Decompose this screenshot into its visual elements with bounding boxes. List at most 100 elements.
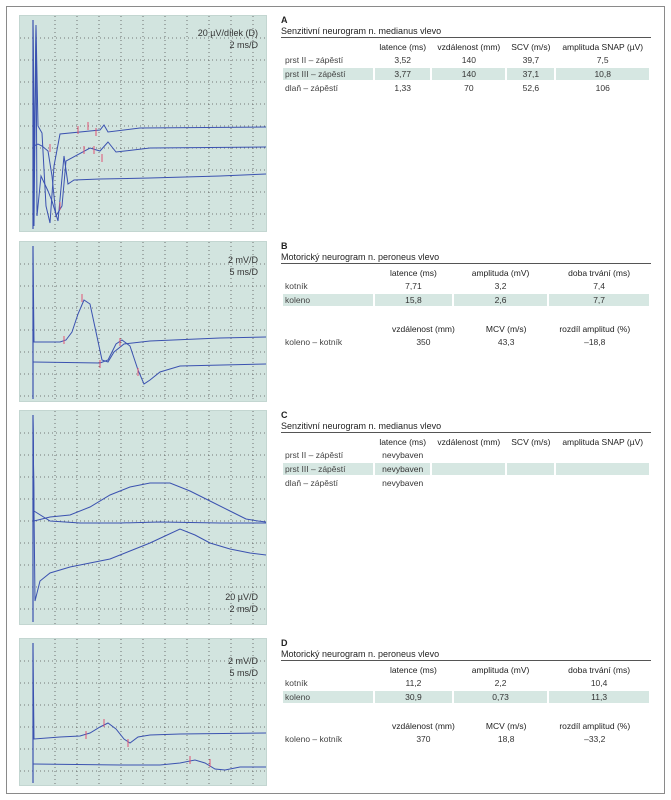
- table-cell: 11,2: [405, 678, 422, 688]
- section-title: Motorický neurogram n. peroneus vlevo: [281, 252, 651, 264]
- table-cell: 7,5: [596, 55, 609, 65]
- table-cell: 37,1: [507, 68, 555, 80]
- markers: [85, 719, 211, 767]
- grid: [20, 242, 266, 401]
- header-row: vzdálenost (mm) MCV (m/s) rozdíl amplitu…: [283, 721, 649, 731]
- table-cell: 10,8: [556, 68, 649, 80]
- header-row: latence (ms) vzdálenost (mm) SCV (m/s) a…: [283, 437, 649, 447]
- section-letter: D: [281, 638, 288, 648]
- table-row: prst II – zápěstí 3,52 140 39,7 7,5: [283, 54, 649, 66]
- header-cell: vzdálenost (mm): [437, 42, 501, 52]
- trace-plot-d: [20, 639, 266, 785]
- table-cell: 43,3: [497, 337, 515, 347]
- scale-label: 2 mV/D 5 ms/D: [228, 254, 258, 278]
- table-cell: [556, 463, 649, 475]
- trace-plot-a: [20, 16, 266, 231]
- table-row: dlaň – zápěstí 1,33 70 52,6 106: [283, 82, 649, 94]
- section-title: Senzitivní neurogram n. medianus vlevo: [281, 421, 651, 433]
- table-cell: 39,7: [522, 55, 540, 65]
- table-cell: 15,8: [375, 294, 452, 306]
- table-row: koleno – kotník 350 43,3 –18,8: [283, 336, 649, 348]
- header-blank: [283, 324, 373, 334]
- header-cell: amplituda (mV): [471, 665, 530, 675]
- table-cell: [432, 477, 505, 489]
- header-cell: SCV (m/s): [511, 437, 551, 447]
- row-label: koleno – kotník: [285, 734, 343, 744]
- section-title: Senzitivní neurogram n. medianus vlevo: [281, 26, 651, 38]
- table-cell: 2,2: [494, 678, 507, 688]
- table-row: prst III – zápěstí nevybaven: [283, 463, 649, 475]
- trace-2: [32, 24, 266, 218]
- scale-amplitude: 2 mV/D: [227, 255, 258, 265]
- header-blank: [283, 437, 373, 447]
- table-cell: nevybaven: [375, 463, 431, 475]
- trace-2: [32, 339, 266, 385]
- header-blank: [283, 665, 373, 675]
- trace-3: [32, 417, 266, 602]
- header-cell: vzdálenost (mm): [437, 437, 501, 447]
- table-cell: [507, 477, 554, 489]
- markers: [63, 294, 139, 376]
- table-cell: 7,71: [405, 281, 422, 291]
- scale-amplitude: 20 µV/dílek (D): [197, 28, 258, 38]
- trace-1: [32, 648, 266, 744]
- row-label: koleno: [283, 691, 373, 703]
- table-cell: 11,3: [549, 691, 649, 703]
- table-cell: 106: [595, 83, 610, 93]
- header-cell: rozdíl amplitud (%): [559, 721, 631, 731]
- header-cell: rozdíl amplitud (%): [559, 324, 631, 334]
- table-cell: 3,77: [375, 68, 431, 80]
- header-cell: latence (ms): [379, 437, 427, 447]
- header-blank: [283, 42, 373, 52]
- table-cell: –18,8: [584, 337, 606, 347]
- header-cell: amplituda SNAP (µV): [562, 42, 644, 52]
- scale-amplitude: 20 µV/D: [225, 592, 258, 602]
- table-cell: 10,4: [590, 678, 608, 688]
- row-label: kotník: [285, 678, 308, 688]
- trace-2: [32, 417, 266, 524]
- neurogram-panel-c: 20 µV/D 2 ms/D: [19, 410, 267, 625]
- scale-label: 20 µV/D 2 ms/D: [225, 591, 258, 615]
- table-row: koleno – kotník 370 18,8 –33,2: [283, 733, 649, 745]
- header-cell: vzdálenost (mm): [392, 324, 455, 334]
- header-blank: [283, 721, 373, 731]
- table-cell: 30,9: [375, 691, 452, 703]
- section-title: Motorický neurogram n. peroneus vlevo: [281, 649, 651, 661]
- table-cell: 140: [432, 68, 506, 80]
- table-cell: nevybaven: [382, 450, 424, 460]
- neurogram-panel-b: 2 mV/D 5 ms/D: [19, 241, 267, 402]
- results-table: latence (ms) vzdálenost (mm) SCV (m/s) a…: [281, 40, 651, 96]
- scale-time: 5 ms/D: [229, 668, 258, 678]
- trace-1: [32, 417, 266, 523]
- table-cell: 3,52: [394, 55, 411, 65]
- results-table: latence (ms) amplituda (mV) doba trvání …: [281, 663, 651, 705]
- table-cell: [432, 463, 506, 475]
- trace-plot-c: [20, 411, 266, 624]
- summary-table: vzdálenost (mm) MCV (m/s) rozdíl amplitu…: [281, 322, 651, 350]
- table-cell: –33,2: [584, 734, 606, 744]
- trace-2: [32, 759, 266, 771]
- table-cell: [556, 449, 649, 461]
- header-cell: doba trvání (ms): [568, 665, 631, 675]
- section-b: B Motorický neurogram n. peroneus vlevo …: [281, 241, 651, 350]
- scale-time: 5 ms/D: [229, 267, 258, 277]
- header-row: latence (ms) amplituda (mV) doba trvání …: [283, 268, 649, 278]
- row-label: dlaň – zápěstí: [285, 83, 338, 93]
- table-cell: nevybaven: [382, 478, 424, 488]
- header-cell: latence (ms): [390, 268, 437, 278]
- table-cell: 52,6: [522, 83, 540, 93]
- grid: [20, 639, 266, 785]
- scale-time: 2 ms/D: [229, 604, 258, 614]
- scale-amplitude: 2 mV/D: [227, 656, 258, 666]
- header-cell: amplituda (mV): [471, 268, 530, 278]
- row-label: prst II – zápěstí: [285, 450, 344, 460]
- table-row: dlaň – zápěstí nevybaven: [283, 477, 649, 489]
- row-label: dlaň – zápěstí: [285, 478, 338, 488]
- section-c: C Senzitivní neurogram n. medianus vlevo…: [281, 410, 651, 491]
- table-cell: 0,73: [453, 691, 548, 703]
- section-a: A Senzitivní neurogram n. medianus vlevo…: [281, 15, 651, 96]
- table-cell: 350: [416, 337, 431, 347]
- neurogram-panel-a: 20 µV/dílek (D) 2 ms/D: [19, 15, 267, 232]
- section-letter: B: [281, 241, 288, 251]
- row-label: kotník: [285, 281, 308, 291]
